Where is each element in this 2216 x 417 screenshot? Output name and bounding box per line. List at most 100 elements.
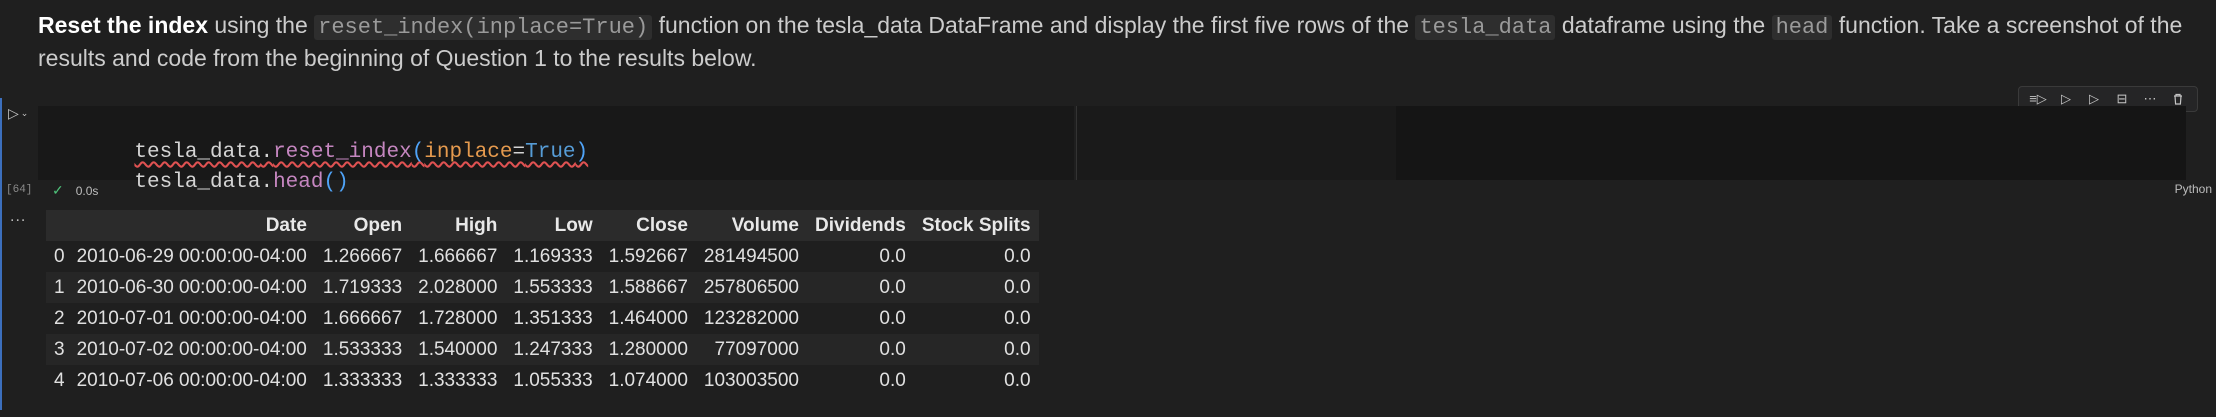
table-cell: 1.666667: [418, 245, 498, 267]
delete-icon[interactable]: [2167, 89, 2189, 109]
markdown-cell: Reset the index using the reset_index(in…: [38, 10, 2208, 74]
inline-code-tesla-data: tesla_data: [1415, 15, 1556, 40]
table-cell: 1.464000: [608, 307, 688, 329]
code-token-object: tesla_data: [134, 141, 261, 164]
row-index: 0: [54, 245, 65, 267]
kernel-language-label[interactable]: Python: [2174, 182, 2212, 196]
editor-minimap-area: [1076, 106, 1397, 180]
markdown-text-3: dataframe using the: [1555, 12, 1772, 38]
markdown-text-4: function. Take a screenshot of the resul…: [38, 12, 2183, 71]
row-index: 3: [54, 338, 65, 360]
code-token-keyword-arg: inplace: [424, 141, 513, 164]
table-cell: 1.333333: [418, 369, 498, 391]
code-token-paren: ): [575, 141, 589, 164]
table-cell: 0.0: [1004, 338, 1031, 360]
table-cell: 1.333333: [322, 369, 403, 391]
table-cell: 2010-06-29 00:00:00-04:00: [76, 245, 307, 267]
execute-above-icon[interactable]: ▷: [2061, 91, 2071, 106]
table-row: 4 2010-07-06 00:00:00-04:00 1.333333 1.3…: [46, 365, 1039, 396]
table-cell: 1.351333: [513, 307, 593, 329]
table-cell: 2010-07-06 00:00:00-04:00: [76, 369, 307, 391]
more-actions-icon[interactable]: ⋯: [2143, 91, 2157, 106]
column-header: Date: [265, 214, 307, 236]
markdown-text-2: function on the tesla_data DataFrame and…: [652, 12, 1416, 38]
table-cell: 1.247333: [513, 338, 593, 360]
column-header: Volume: [731, 214, 799, 236]
code-token-equals: =: [512, 141, 526, 164]
output-dataframe-table: Date Open High Low Close Volume Dividend…: [46, 210, 1039, 396]
table-cell: 0.0: [1004, 276, 1031, 298]
execution-time: 0.0s: [75, 183, 99, 198]
table-row: 2 2010-07-01 00:00:00-04:00 1.666667 1.7…: [46, 303, 1039, 334]
table-cell: 0.0: [879, 276, 906, 298]
editor-scroll-area[interactable]: [1396, 106, 2186, 180]
table-cell: 1.666667: [322, 307, 403, 329]
table-cell: 1.592667: [608, 245, 688, 267]
table-cell: 2.028000: [418, 276, 498, 298]
table-header-row: Date Open High Low Close Volume Dividend…: [46, 210, 1039, 241]
play-icon: ▷: [8, 105, 19, 121]
markdown-text-1: using the: [208, 12, 315, 38]
column-header: Open: [353, 214, 403, 236]
cell-status: ✓ 0.0s: [52, 182, 98, 199]
cell-focus-indicator: [0, 98, 2, 410]
code-token-dot: .: [260, 141, 274, 164]
table-cell: 1.055333: [513, 369, 593, 391]
column-header: Dividends: [815, 214, 906, 236]
code-line-2: tesla_data.head(): [84, 148, 349, 217]
execute-below-icon[interactable]: ▷: [2089, 91, 2099, 106]
code-token-dot: .: [260, 171, 274, 194]
table-cell: 0.0: [1004, 369, 1031, 391]
table-cell: 1.728000: [418, 307, 498, 329]
column-header: Stock Splits: [921, 214, 1031, 236]
execution-count: [64]: [6, 184, 33, 196]
table-cell: 0.0: [879, 369, 906, 391]
table-row: 3 2010-07-02 00:00:00-04:00 1.533333 1.5…: [46, 334, 1039, 365]
run-by-line-icon[interactable]: ≡▷: [2029, 91, 2047, 106]
table-cell: 1.533333: [322, 338, 403, 360]
table-cell: 281494500: [703, 245, 799, 267]
chevron-down-icon[interactable]: ⌄: [20, 108, 29, 118]
inline-code-head: head: [1771, 15, 1833, 40]
markdown-bold-text: Reset the index: [38, 12, 208, 38]
table-cell: 2010-06-30 00:00:00-04:00: [76, 276, 307, 298]
column-header: Close: [636, 214, 688, 236]
split-cell-icon[interactable]: ⊟: [2116, 91, 2128, 106]
table-cell: 1.169333: [513, 245, 593, 267]
code-token-object: tesla_data: [134, 171, 261, 194]
table-row: 1 2010-06-30 00:00:00-04:00 1.719333 2.0…: [46, 272, 1039, 303]
row-index: 4: [54, 369, 65, 391]
table-cell: 1.074000: [608, 369, 688, 391]
table-cell: 0.0: [1004, 245, 1031, 267]
code-token-function: head: [273, 171, 324, 194]
table-cell: 1.540000: [418, 338, 498, 360]
table-cell: 2010-07-02 00:00:00-04:00: [76, 338, 307, 360]
row-index: 1: [54, 276, 65, 298]
inline-code-reset-index: reset_index(inplace=True): [314, 15, 653, 40]
check-icon: ✓: [52, 182, 64, 198]
table-cell: 1.588667: [608, 276, 688, 298]
output-actions-icon[interactable]: ...: [10, 208, 27, 225]
table-cell: 0.0: [879, 338, 906, 360]
code-token-paren: (): [323, 171, 349, 194]
code-token-function: reset_index: [273, 141, 412, 164]
code-token-bool: True: [525, 141, 576, 164]
code-line-1: tesla_data.reset_index(inplace=True): [84, 118, 588, 187]
table-cell: 77097000: [714, 338, 799, 360]
code-editor[interactable]: tesla_data.reset_index(inplace=True) tes…: [38, 106, 1074, 194]
table-cell: 123282000: [703, 307, 799, 329]
row-index: 2: [54, 307, 65, 329]
column-header: High: [455, 214, 498, 236]
table-cell: 257806500: [703, 276, 799, 298]
table-cell: 1.280000: [608, 338, 688, 360]
table-cell: 103003500: [703, 369, 799, 391]
table-cell: 1.266667: [322, 245, 403, 267]
code-token-paren: (: [411, 141, 425, 164]
table-cell: 0.0: [879, 245, 906, 267]
table-cell: 2010-07-01 00:00:00-04:00: [76, 307, 307, 329]
table-cell: 1.719333: [322, 276, 403, 298]
table-cell: 1.553333: [513, 276, 593, 298]
column-header: [46, 210, 69, 241]
table-cell: 0.0: [879, 307, 906, 329]
run-cell-button[interactable]: ▷ ⌄: [8, 105, 28, 122]
